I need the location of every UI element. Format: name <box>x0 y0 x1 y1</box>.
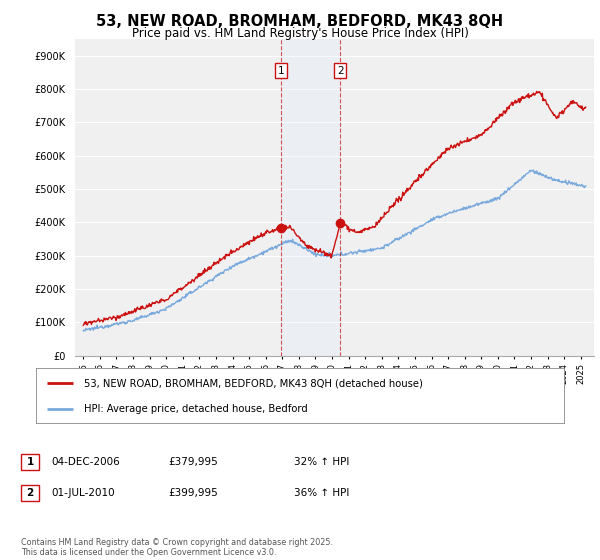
Text: 2: 2 <box>26 488 34 498</box>
Text: 36% ↑ HPI: 36% ↑ HPI <box>294 488 349 498</box>
Text: 1: 1 <box>278 66 284 76</box>
Text: £399,995: £399,995 <box>168 488 218 498</box>
Text: 04-DEC-2006: 04-DEC-2006 <box>51 457 120 467</box>
Text: 2: 2 <box>337 66 344 76</box>
Text: Price paid vs. HM Land Registry's House Price Index (HPI): Price paid vs. HM Land Registry's House … <box>131 27 469 40</box>
Text: Contains HM Land Registry data © Crown copyright and database right 2025.
This d: Contains HM Land Registry data © Crown c… <box>21 538 333 557</box>
Text: 1: 1 <box>26 457 34 467</box>
Text: 01-JUL-2010: 01-JUL-2010 <box>51 488 115 498</box>
Text: 53, NEW ROAD, BROMHAM, BEDFORD, MK43 8QH: 53, NEW ROAD, BROMHAM, BEDFORD, MK43 8QH <box>97 14 503 29</box>
Text: HPI: Average price, detached house, Bedford: HPI: Average price, detached house, Bedf… <box>83 404 307 414</box>
Text: 53, NEW ROAD, BROMHAM, BEDFORD, MK43 8QH (detached house): 53, NEW ROAD, BROMHAM, BEDFORD, MK43 8QH… <box>83 379 422 388</box>
Text: 32% ↑ HPI: 32% ↑ HPI <box>294 457 349 467</box>
Bar <box>281 39 340 356</box>
Text: £379,995: £379,995 <box>168 457 218 467</box>
